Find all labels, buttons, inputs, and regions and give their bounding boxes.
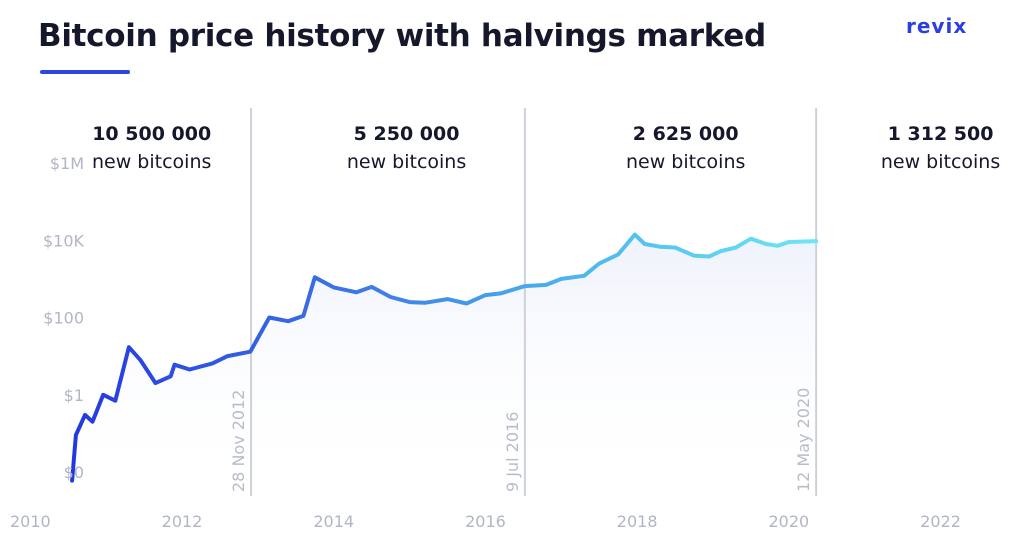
x-tick-label: 2012	[162, 512, 203, 531]
era-caption-label: new bitcoins	[881, 151, 1000, 173]
price-series-line	[70, 232, 819, 483]
era-amount-label: 1 312 500	[888, 123, 994, 145]
era-caption-label: new bitcoins	[347, 151, 466, 173]
era-labels-group: 10 500 000 new bitcoins 5 250 000 new bitco…	[92, 123, 1000, 173]
x-tick-label: 2016	[465, 512, 506, 531]
brand-logo: revix	[906, 14, 968, 38]
x-tick-label: 2020	[768, 512, 809, 531]
y-tick-label: $0	[64, 463, 84, 482]
x-tick-label: 2014	[313, 512, 354, 531]
era-amount-label: 2 625 000	[633, 123, 739, 145]
halving-lines-group: 28 Nov 2012 9 Jul 2016 12 May 2020	[229, 108, 818, 496]
price-area-group	[72, 234, 817, 490]
era-caption-label: new bitcoins	[626, 151, 745, 173]
price-line-group	[70, 232, 819, 483]
halving-date-label: 12 May 2020	[794, 388, 813, 492]
era-amount-label: 5 250 000	[354, 123, 460, 145]
halving-date-label: 9 Jul 2016	[503, 412, 522, 492]
y-tick-label: $100	[43, 309, 84, 328]
y-axis: $0 $1 $100 $10K $1M	[43, 154, 85, 482]
x-axis: 2010 2012 2014 2016 2018 2020 2022	[10, 512, 961, 531]
page-title: Bitcoin price history with halvings mark…	[38, 18, 766, 54]
y-tick-label: $1	[64, 386, 84, 405]
halving-date-label: 28 Nov 2012	[229, 390, 248, 492]
title-underline	[40, 70, 130, 74]
x-tick-label: 2022	[920, 512, 961, 531]
y-tick-label: $1M	[50, 154, 84, 173]
x-tick-label: 2018	[617, 512, 658, 531]
price-area	[72, 234, 817, 490]
era-caption-label: new bitcoins	[92, 151, 211, 173]
y-tick-label: $10K	[43, 231, 85, 250]
x-tick-label: 2010	[10, 512, 51, 531]
era-amount-label: 10 500 000	[92, 123, 211, 145]
